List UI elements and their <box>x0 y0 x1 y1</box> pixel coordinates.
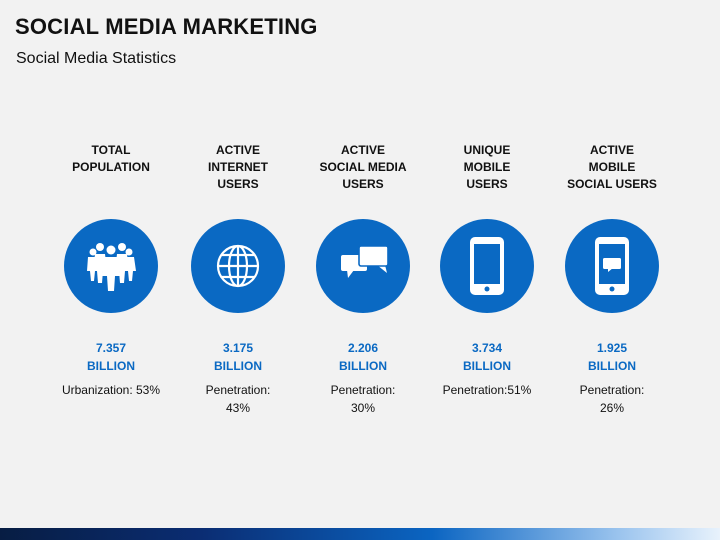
stat-heading-line: INTERNET <box>208 160 268 174</box>
stat-total-population: TOTAL POPULATION 7.357 <box>48 0 174 430</box>
stat-note: Penetration:51% <box>424 381 550 399</box>
stat-number: 2.206 <box>347 341 379 355</box>
stat-unit: BILLION <box>588 359 636 373</box>
page-subtitle: Social Media Statistics <box>16 50 177 67</box>
globe-icon <box>191 219 285 313</box>
stat-value: 2.206 BILLION <box>300 339 426 375</box>
stat-unit: BILLION <box>87 359 135 373</box>
stat-heading-line: TOTAL <box>91 143 131 157</box>
stat-note-line: Urbanization: 53% <box>61 383 161 397</box>
stat-unit: BILLION <box>214 359 262 373</box>
stat-note-line: Penetration:51% <box>442 383 532 397</box>
stat-number: 3.175 <box>222 341 254 355</box>
stat-active-social-media-users: ACTIVE SOCIAL MEDIA USERS 2.206 BILLION <box>300 0 426 430</box>
stat-heading-line: UNIQUE <box>463 143 511 157</box>
stat-heading-line: ACTIVE <box>589 143 634 157</box>
stat-note: Penetration: 26% <box>549 381 675 417</box>
stat-heading-line: USERS <box>217 177 259 191</box>
mobile-chat-icon <box>565 219 659 313</box>
stat-heading-line: USERS <box>342 177 384 191</box>
mobile-phone-icon <box>440 219 534 313</box>
stat-note-line: Penetration: <box>579 383 645 397</box>
stat-note-line: 43% <box>225 401 251 415</box>
stat-heading-line: USERS <box>466 177 508 191</box>
stat-number: 7.357 <box>95 341 127 355</box>
stat-number: 1.925 <box>596 341 628 355</box>
stat-note-line: 26% <box>599 401 625 415</box>
statistics-row: TOTAL POPULATION 7.357 <box>48 0 675 430</box>
stat-heading-line: SOCIAL MEDIA <box>319 160 407 174</box>
stat-value: 7.357 BILLION <box>48 339 174 375</box>
stat-value: 1.925 BILLION <box>549 339 675 375</box>
stat-unique-mobile-users: UNIQUE MOBILE USERS 3.734 BILLION Penetr… <box>424 0 550 430</box>
stat-number: 3.734 <box>471 341 503 355</box>
footer-gradient-bar <box>0 528 720 540</box>
stat-heading: ACTIVE INTERNET USERS <box>175 142 301 193</box>
chat-bubbles-icon <box>316 219 410 313</box>
stat-active-internet-users: ACTIVE INTERNET USERS 3.175 BILLION Pene… <box>175 0 301 430</box>
stat-heading-line: MOBILE <box>463 160 511 174</box>
stat-active-mobile-social-users: ACTIVE MOBILE SOCIAL USERS 1.925 BILLION… <box>549 0 675 430</box>
stat-heading-line: SOCIAL USERS <box>567 177 657 191</box>
stat-heading: TOTAL POPULATION <box>48 142 174 176</box>
stat-note-line: Penetration: <box>205 383 271 397</box>
stat-unit: BILLION <box>339 359 387 373</box>
stat-heading-line: ACTIVE <box>215 143 260 157</box>
stat-heading: UNIQUE MOBILE USERS <box>424 142 550 193</box>
stat-note: Penetration: 43% <box>175 381 301 417</box>
stat-heading-line: ACTIVE <box>340 143 385 157</box>
stat-unit: BILLION <box>463 359 511 373</box>
people-group-icon <box>64 219 158 313</box>
stat-value: 3.175 BILLION <box>175 339 301 375</box>
stat-note: Penetration: 30% <box>300 381 426 417</box>
stat-heading: ACTIVE MOBILE SOCIAL USERS <box>549 142 675 193</box>
stat-note: Urbanization: 53% <box>48 381 174 399</box>
stat-heading: ACTIVE SOCIAL MEDIA USERS <box>300 142 426 193</box>
stat-heading-line: MOBILE <box>588 160 636 174</box>
stat-value: 3.734 BILLION <box>424 339 550 375</box>
page-title: SOCIAL MEDIA MARKETING <box>15 14 318 39</box>
stat-note-line: Penetration: <box>330 383 396 397</box>
stat-heading-line: POPULATION <box>72 160 150 174</box>
stat-note-line: 30% <box>350 401 376 415</box>
